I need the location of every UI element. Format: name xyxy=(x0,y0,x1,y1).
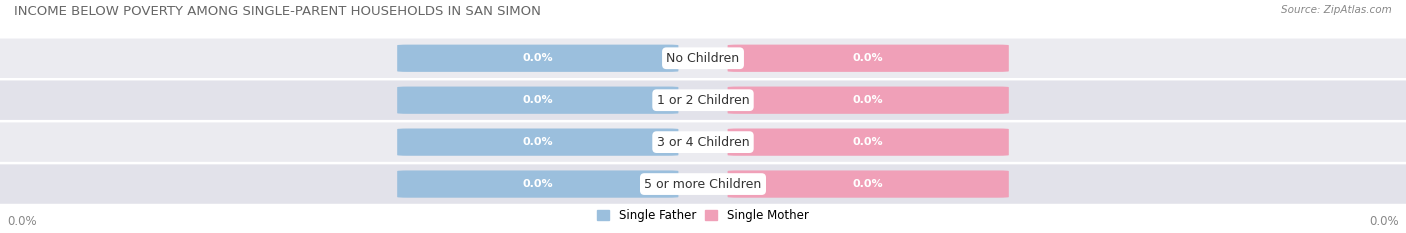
Text: 5 or more Children: 5 or more Children xyxy=(644,178,762,191)
Text: 0.0%: 0.0% xyxy=(1369,215,1399,228)
FancyBboxPatch shape xyxy=(728,87,1010,114)
FancyBboxPatch shape xyxy=(398,129,678,156)
Text: 0.0%: 0.0% xyxy=(853,53,883,63)
Text: 0.0%: 0.0% xyxy=(523,179,553,189)
Text: 0.0%: 0.0% xyxy=(523,137,553,147)
Text: 0.0%: 0.0% xyxy=(853,179,883,189)
Text: No Children: No Children xyxy=(666,52,740,65)
FancyBboxPatch shape xyxy=(728,129,1010,156)
FancyBboxPatch shape xyxy=(398,45,678,72)
FancyBboxPatch shape xyxy=(728,171,1010,198)
FancyBboxPatch shape xyxy=(0,122,1406,162)
FancyBboxPatch shape xyxy=(0,38,1406,78)
Text: 0.0%: 0.0% xyxy=(523,95,553,105)
Text: Source: ZipAtlas.com: Source: ZipAtlas.com xyxy=(1281,5,1392,15)
Legend: Single Father, Single Mother: Single Father, Single Mother xyxy=(593,205,813,227)
FancyBboxPatch shape xyxy=(728,45,1010,72)
FancyBboxPatch shape xyxy=(0,164,1406,204)
Text: 0.0%: 0.0% xyxy=(7,215,37,228)
FancyBboxPatch shape xyxy=(0,80,1406,120)
Text: 0.0%: 0.0% xyxy=(853,137,883,147)
Text: 0.0%: 0.0% xyxy=(853,95,883,105)
Text: 1 or 2 Children: 1 or 2 Children xyxy=(657,94,749,107)
FancyBboxPatch shape xyxy=(398,87,678,114)
FancyBboxPatch shape xyxy=(398,171,678,198)
Text: 0.0%: 0.0% xyxy=(523,53,553,63)
Text: 3 or 4 Children: 3 or 4 Children xyxy=(657,136,749,149)
Text: INCOME BELOW POVERTY AMONG SINGLE-PARENT HOUSEHOLDS IN SAN SIMON: INCOME BELOW POVERTY AMONG SINGLE-PARENT… xyxy=(14,5,541,18)
